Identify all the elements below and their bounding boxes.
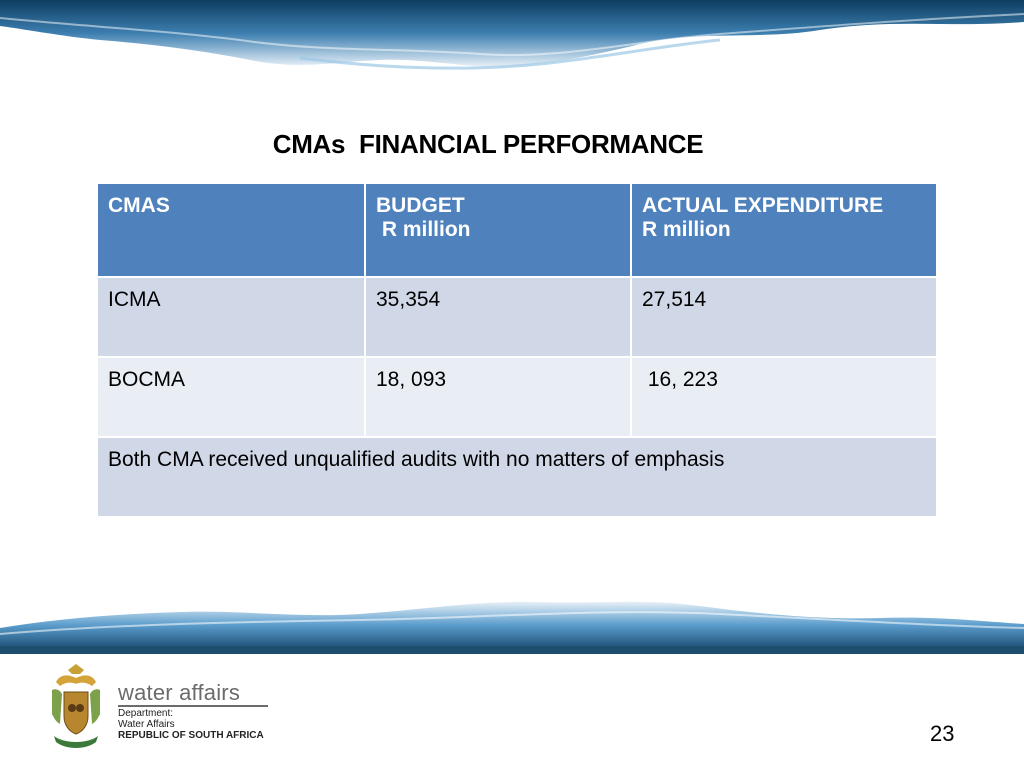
financial-performance-table: CMAS BUDGET R million ACTUAL EXPENDITURE… (96, 182, 938, 518)
cell-budget: 18, 093 (364, 356, 632, 438)
page-number: 23 (930, 721, 955, 746)
table-row: BOCMA 18, 093 16, 223 (96, 356, 938, 438)
brand-name: water affairs (118, 680, 241, 705)
table-row: ICMA 35,354 27,514 (96, 276, 938, 358)
dept-line-3: REPUBLIC OF SOUTH AFRICA (118, 730, 264, 741)
cell-actual: 16, 223 (630, 356, 938, 438)
cell-cma: ICMA (96, 276, 366, 358)
water-banner-top (0, 0, 1024, 70)
dept-line-2: Water Affairs (118, 719, 175, 730)
cell-actual: 27,514 (630, 276, 938, 358)
header-budget: BUDGET R million (364, 182, 632, 278)
audit-note: Both CMA received unqualified audits wit… (96, 436, 938, 518)
footer (0, 655, 1024, 768)
brand-divider (118, 705, 268, 707)
coat-of-arms-logo (52, 664, 100, 748)
water-banner-bottom (0, 601, 1024, 654)
table-header-row: CMAS BUDGET R million ACTUAL EXPENDITURE… (96, 182, 938, 278)
slide-title: CMAs FINANCIAL PERFORMANCE (272, 129, 704, 160)
table-note-row: Both CMA received unqualified audits wit… (96, 436, 938, 518)
header-cmas: CMAS (96, 182, 366, 278)
cell-cma: BOCMA (96, 356, 366, 438)
cell-budget: 35,354 (364, 276, 632, 358)
dept-line-1: Department: (118, 708, 174, 719)
header-actual-expenditure: ACTUAL EXPENDITURE R million (630, 182, 938, 278)
